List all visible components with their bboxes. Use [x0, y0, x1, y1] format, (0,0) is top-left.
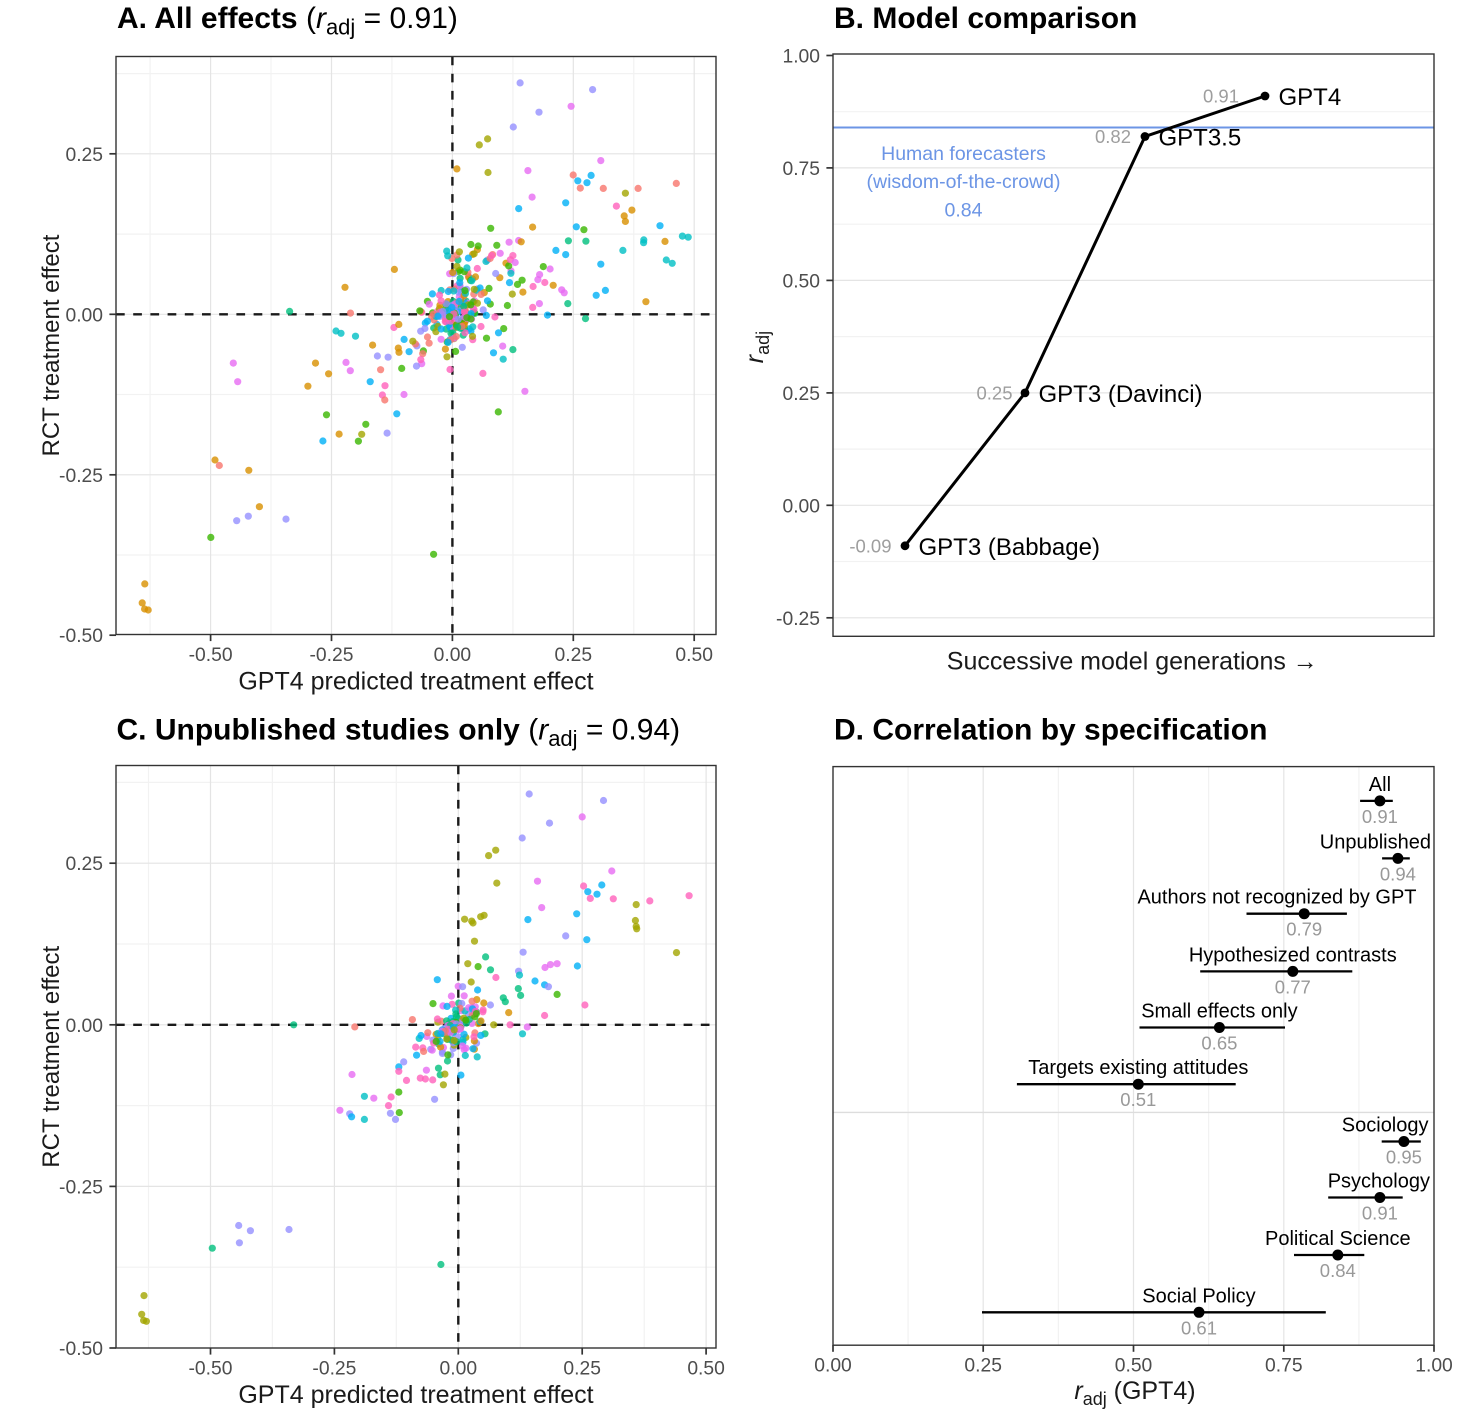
svg-text:(wisdom-of-the-crowd): (wisdom-of-the-crowd): [867, 171, 1061, 193]
svg-text:0.84: 0.84: [945, 200, 983, 222]
svg-text:0.91: 0.91: [1203, 86, 1239, 107]
svg-text:Authors not recognized by GPT: Authors not recognized by GPT: [1137, 887, 1416, 909]
svg-text:Unpublished: Unpublished: [1320, 831, 1431, 853]
svg-text:Psychology: Psychology: [1328, 1171, 1430, 1193]
svg-text:Successive model generations →: Successive model generations →: [947, 648, 1318, 676]
svg-text:0.25: 0.25: [65, 145, 103, 166]
svg-text:Human forecasters: Human forecasters: [881, 143, 1046, 165]
svg-text:RCT treatment effect: RCT treatment effect: [38, 945, 65, 1167]
svg-text:-0.25: -0.25: [59, 466, 103, 487]
svg-text:0.00: 0.00: [65, 305, 103, 326]
svg-text:0.00: 0.00: [814, 1356, 852, 1377]
svg-text:0.84: 0.84: [1320, 1260, 1356, 1281]
svg-text:0.25: 0.25: [976, 383, 1012, 404]
svg-text:0.65: 0.65: [1201, 1033, 1237, 1054]
svg-text:0.00: 0.00: [434, 645, 472, 666]
svg-text:C. Unpublished studies only (r: C. Unpublished studies only (radj = 0.94…: [117, 714, 681, 752]
svg-text:-0.25: -0.25: [59, 1177, 103, 1198]
svg-text:Political Science: Political Science: [1265, 1228, 1411, 1250]
svg-text:radj: radj: [741, 331, 773, 363]
svg-text:GPT3 (Babbage): GPT3 (Babbage): [919, 534, 1100, 561]
svg-text:0.94: 0.94: [1380, 863, 1416, 884]
svg-text:0.82: 0.82: [1095, 126, 1131, 147]
svg-text:0.77: 0.77: [1275, 976, 1311, 997]
svg-text:1.00: 1.00: [1415, 1356, 1453, 1377]
svg-text:Targets existing attitudes: Targets existing attitudes: [1028, 1057, 1248, 1079]
svg-text:0.50: 0.50: [782, 271, 820, 292]
svg-text:0.75: 0.75: [1265, 1356, 1303, 1377]
svg-text:0.79: 0.79: [1286, 919, 1322, 940]
svg-text:D. Correlation by specificatio: D. Correlation by specification: [834, 714, 1267, 747]
svg-text:0.25: 0.25: [65, 854, 103, 875]
svg-text:0.25: 0.25: [964, 1356, 1002, 1377]
svg-text:0.25: 0.25: [555, 645, 593, 666]
svg-text:0.75: 0.75: [782, 159, 820, 180]
svg-text:Hypothesized contrasts: Hypothesized contrasts: [1189, 944, 1397, 966]
svg-text:A. All effects (radj = 0.91): A. All effects (radj = 0.91): [117, 2, 458, 40]
svg-text:-0.50: -0.50: [189, 645, 233, 666]
svg-text:Small effects only: Small effects only: [1141, 1001, 1297, 1023]
svg-text:0.91: 0.91: [1362, 1203, 1398, 1224]
svg-text:B. Model comparison: B. Model comparison: [834, 2, 1137, 35]
svg-text:GPT4: GPT4: [1279, 84, 1342, 111]
svg-text:RCT treatment effect: RCT treatment effect: [38, 234, 65, 456]
svg-text:0.50: 0.50: [1115, 1356, 1153, 1377]
svg-text:All: All: [1369, 774, 1391, 796]
svg-text:-0.50: -0.50: [59, 626, 103, 647]
svg-text:-0.50: -0.50: [189, 1359, 233, 1380]
svg-text:0.25: 0.25: [563, 1359, 601, 1380]
svg-text:radj (GPT4): radj (GPT4): [1074, 1377, 1195, 1409]
svg-text:-0.25: -0.25: [776, 609, 820, 630]
svg-text:0.00: 0.00: [440, 1359, 478, 1380]
svg-text:0.95: 0.95: [1386, 1147, 1422, 1168]
svg-text:0.50: 0.50: [675, 645, 713, 666]
svg-text:0.61: 0.61: [1181, 1317, 1217, 1338]
svg-text:GPT4 predicted treatment effec: GPT4 predicted treatment effect: [238, 1381, 593, 1409]
svg-text:0.00: 0.00: [782, 496, 820, 517]
svg-text:Sociology: Sociology: [1342, 1115, 1429, 1137]
svg-text:-0.09: -0.09: [849, 536, 891, 557]
svg-text:-0.25: -0.25: [310, 645, 354, 666]
svg-text:GPT3 (Davinci): GPT3 (Davinci): [1039, 381, 1203, 408]
svg-text:0.25: 0.25: [782, 384, 820, 405]
svg-text:0.00: 0.00: [65, 1016, 103, 1037]
svg-text:0.51: 0.51: [1120, 1089, 1156, 1110]
svg-text:GPT4 predicted treatment effec: GPT4 predicted treatment effect: [238, 668, 593, 696]
svg-text:-0.50: -0.50: [59, 1339, 103, 1360]
svg-text:0.91: 0.91: [1362, 806, 1398, 827]
svg-text:1.00: 1.00: [782, 47, 820, 68]
svg-text:GPT3.5: GPT3.5: [1159, 125, 1242, 152]
svg-text:-0.25: -0.25: [312, 1359, 356, 1380]
svg-text:0.50: 0.50: [687, 1359, 725, 1380]
svg-text:Social Policy: Social Policy: [1142, 1285, 1255, 1307]
